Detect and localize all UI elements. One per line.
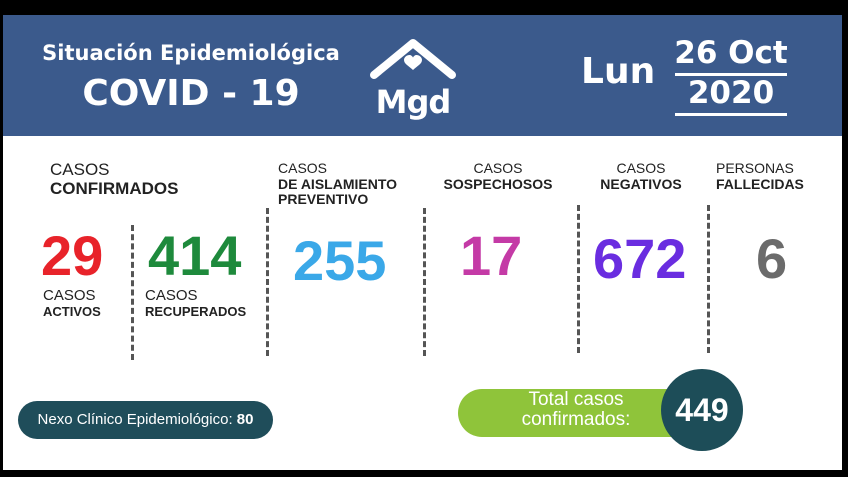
logo-text: Mgd	[375, 83, 452, 121]
total-value: 449	[661, 369, 743, 451]
label-recuperados: CASOS RECUPERADOS	[145, 287, 247, 319]
value-fallecidas: 6	[756, 227, 788, 290]
label-sospechosos: CASOS SOSPECHOSOS	[443, 160, 553, 192]
value-sospechosos: 17	[460, 224, 523, 287]
label-confirmados: CASOS CONFIRMADOS	[50, 160, 179, 199]
header-day: Lun	[581, 51, 656, 92]
divider-4	[577, 205, 580, 353]
value-aislamiento: 255	[293, 229, 387, 292]
label-aislamiento: CASOS DE AISLAMIENTO PREVENTIVO	[278, 160, 398, 208]
value-activos: 29	[41, 224, 104, 287]
value-recuperados: 414	[148, 224, 242, 287]
nexo-label: Nexo Clínico Epidemiológico:	[37, 411, 233, 428]
infographic-card: Situación Epidemiológica COVID - 19 Mgd …	[3, 15, 842, 470]
divider-5	[707, 205, 710, 353]
header-year: 2020	[687, 75, 775, 111]
nexo-value: 80	[236, 411, 254, 428]
house-heart-icon	[370, 39, 456, 79]
header-banner: Situación Epidemiológica COVID - 19 Mgd …	[3, 15, 842, 136]
divider-1	[131, 225, 134, 360]
header-title-line1: Situación Epidemiológica	[42, 41, 340, 65]
label-activos: CASOS ACTIVOS	[43, 287, 101, 319]
divider-3	[423, 208, 426, 356]
total-label: Total casos confirmados:	[521, 389, 631, 430]
value-negativos: 672	[593, 227, 687, 290]
logo: Mgd	[368, 37, 458, 127]
date-underline	[675, 73, 787, 76]
header-date: 26 Oct	[674, 35, 788, 71]
label-fallecidas: PERSONAS FALLECIDAS	[716, 160, 804, 192]
divider-2	[266, 208, 269, 356]
label-negativos: CASOS NEGATIVOS	[600, 160, 682, 192]
year-underline	[675, 113, 787, 116]
header-title-line2: COVID - 19	[82, 73, 300, 114]
nexo-badge: Nexo Clínico Epidemiológico: 80	[18, 401, 273, 439]
